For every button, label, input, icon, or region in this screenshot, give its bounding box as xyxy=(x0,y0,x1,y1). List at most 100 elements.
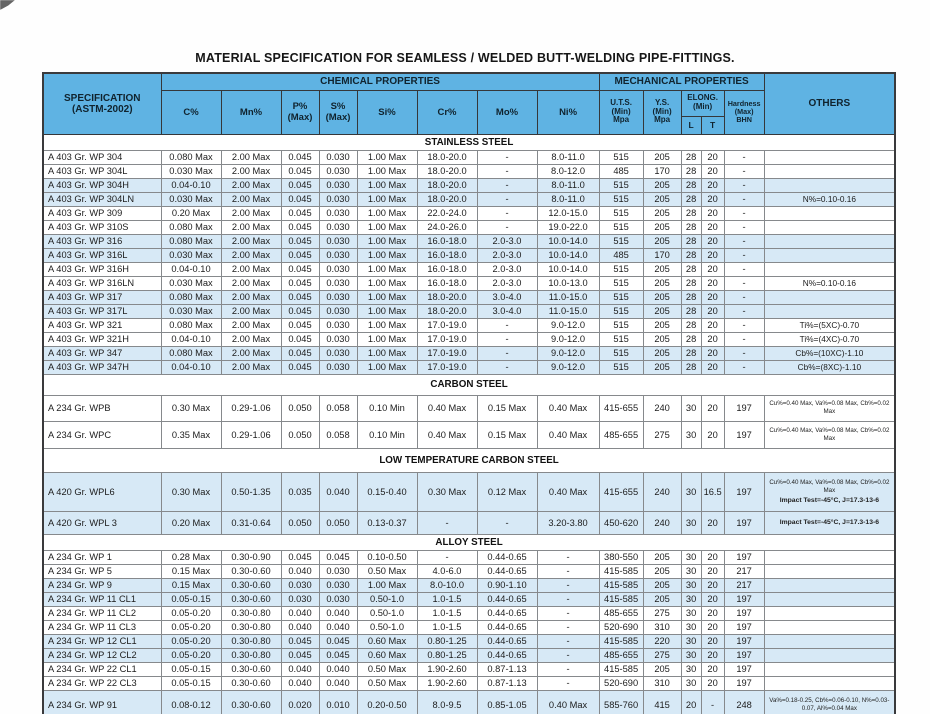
cell-ni: 0.40 Max xyxy=(536,471,600,512)
cell-hardness_bhn: 217 xyxy=(723,577,765,593)
cell-mo: 2.0-3.0 xyxy=(476,233,538,249)
table-row: A 234 Gr. WPB 0.30 Max 0.29-1.06 0.050 0.058… xyxy=(42,394,896,423)
cell-mo: 0.44-0.65 xyxy=(476,647,538,663)
cell-ys_min_mpa: 205 xyxy=(642,359,682,375)
section-header-row: ALLOY STEEL xyxy=(42,533,896,551)
cell-hardness_bhn: 197 xyxy=(723,605,765,621)
cell-uts_min_mpa: 515 xyxy=(598,149,644,165)
cell-ys_min_mpa: 205 xyxy=(642,191,682,207)
cell-s_max: 0.030 xyxy=(318,591,358,607)
cell-spec: A 403 Gr. WP 304LN xyxy=(42,191,162,207)
cell-elong_l: 28 xyxy=(680,359,702,375)
cell-si: 1.00 Max xyxy=(356,233,418,249)
others-note: Cu%=0.40 Max, Va%=0.08 Max, Cb%=0.02 Max xyxy=(769,400,890,416)
cell-hardness_bhn: 248 xyxy=(723,689,765,714)
cell-hardness_bhn: 197 xyxy=(723,661,765,677)
cell-uts_min_mpa: 415-585 xyxy=(598,563,644,579)
others-note: Cu%=0.40 Max, Va%=0.08 Max, Cb%=0.02 Max xyxy=(769,426,890,443)
cell-uts_min_mpa: 415-585 xyxy=(598,577,644,593)
col-header-hardness: Hardness (Max) BHN xyxy=(723,89,765,135)
cell-p_max: 0.045 xyxy=(280,261,320,277)
cell-uts_min_mpa: 415-655 xyxy=(598,471,644,512)
cell-cr: 0.80-1.25 xyxy=(416,647,478,663)
cell-s_max: 0.030 xyxy=(318,163,358,179)
col-header-mo: Mo% xyxy=(476,89,538,135)
cell-ni: 9.0-12.0 xyxy=(536,331,600,347)
others-note: Ti%=(5XC)-0.70 xyxy=(799,319,860,330)
cell-elong_t: 20 xyxy=(700,647,725,663)
cell-ni: 10.0-14.0 xyxy=(536,233,600,249)
col-header-uts: U.T.S. (Min) Mpa xyxy=(598,89,644,135)
cell-others xyxy=(763,633,896,649)
cell-cr: - xyxy=(416,510,478,535)
col-header-ys: Y.S. (Min) Mpa xyxy=(642,89,682,135)
table-row: A 234 Gr. WP 11 CL2 0.05-0.20 0.30-0.80 0.0… xyxy=(42,605,896,621)
cell-c: 0.20 Max xyxy=(160,510,222,535)
cell-si: 1.00 Max xyxy=(356,577,418,593)
table-row: A 234 Gr. WP 11 CL1 0.05-0.15 0.30-0.60 0.0… xyxy=(42,591,896,607)
cell-ys_min_mpa: 205 xyxy=(642,563,682,579)
cell-ni: - xyxy=(536,605,600,621)
cell-ys_min_mpa: 240 xyxy=(642,471,682,512)
cell-others xyxy=(763,219,896,235)
table-row: A 234 Gr. WP 11 CL3 0.05-0.20 0.30-0.80 0.0… xyxy=(42,619,896,635)
cell-c: 0.30 Max xyxy=(160,471,222,512)
cell-si: 1.00 Max xyxy=(356,177,418,193)
cell-c: 0.05-0.20 xyxy=(160,633,222,649)
cell-cr: 17.0-19.0 xyxy=(416,359,478,375)
cell-ni: - xyxy=(536,675,600,691)
cell-ys_min_mpa: 310 xyxy=(642,619,682,635)
cell-elong_l: 28 xyxy=(680,233,702,249)
cell-elong_t: 20 xyxy=(700,261,725,277)
cell-c: 0.04-0.10 xyxy=(160,359,222,375)
table-row: A 403 Gr. WP 316H 0.04-0.10 2.00 Max 0.045 0… xyxy=(42,261,896,277)
cell-elong_l: 30 xyxy=(680,510,702,535)
others-note: Cb%=(8XC)-1.10 xyxy=(797,361,862,372)
col-header-ni: Ni% xyxy=(536,89,600,135)
cell-elong_l: 30 xyxy=(680,549,702,565)
cell-ni: - xyxy=(536,563,600,579)
table-row: A 403 Gr. WP 347 0.080 Max 2.00 Max 0.045 0.… xyxy=(42,345,896,361)
section-body: LOW TEMPERATURE CARBON STEEL A 420 Gr. WP… xyxy=(42,447,896,535)
cell-elong_t: 20 xyxy=(700,247,725,263)
table-row: A 403 Gr. WP 304H 0.04-0.10 2.00 Max 0.045 0… xyxy=(42,177,896,193)
cell-elong_l: 28 xyxy=(680,289,702,305)
cell-ni: - xyxy=(536,661,600,677)
col-header-elong-l: L xyxy=(680,115,702,135)
cell-c: 0.030 Max xyxy=(160,163,222,179)
cell-elong_t: 20 xyxy=(700,421,725,449)
col-group-chemical-properties: CHEMICAL PROPERTIES xyxy=(160,72,600,91)
cell-ys_min_mpa: 170 xyxy=(642,163,682,179)
cell-c: 0.030 Max xyxy=(160,275,222,291)
cell-uts_min_mpa: 415-585 xyxy=(598,591,644,607)
cell-ys_min_mpa: 205 xyxy=(642,549,682,565)
table-row: A 234 Gr. WP 22 CL3 0.05-0.15 0.30-0.60 0.0… xyxy=(42,675,896,691)
cell-si: 1.00 Max xyxy=(356,275,418,291)
cell-uts_min_mpa: 415-655 xyxy=(598,394,644,423)
cell-uts_min_mpa: 585-760 xyxy=(598,689,644,714)
cell-p_max: 0.040 xyxy=(280,661,320,677)
cell-hardness_bhn: - xyxy=(723,359,765,375)
cell-elong_t: 20 xyxy=(700,591,725,607)
cell-elong_t: 20 xyxy=(700,177,725,193)
cell-s_max: 0.045 xyxy=(318,633,358,649)
cell-p_max: 0.030 xyxy=(280,577,320,593)
cell-others xyxy=(763,675,896,691)
cell-s_max: 0.058 xyxy=(318,394,358,423)
cell-cr: 1.0-1.5 xyxy=(416,619,478,635)
table-row: A 420 Gr. WPL 3 0.20 Max 0.31-0.64 0.050 0.0… xyxy=(42,510,896,535)
cell-ni: - xyxy=(536,577,600,593)
cell-hardness_bhn: - xyxy=(723,191,765,207)
cell-elong_l: 30 xyxy=(680,605,702,621)
cell-mo: 2.0-3.0 xyxy=(476,275,538,291)
cell-ys_min_mpa: 205 xyxy=(642,177,682,193)
table-row: A 403 Gr. WP 321 0.080 Max 2.00 Max 0.045 0.… xyxy=(42,317,896,333)
cell-ys_min_mpa: 205 xyxy=(642,591,682,607)
cell-ni: - xyxy=(536,633,600,649)
cell-c: 0.35 Max xyxy=(160,421,222,449)
cell-s_max: 0.030 xyxy=(318,177,358,193)
cell-hardness_bhn: - xyxy=(723,289,765,305)
cell-elong_l: 30 xyxy=(680,394,702,423)
section-title: CARBON STEEL xyxy=(42,373,896,396)
cell-ys_min_mpa: 310 xyxy=(642,675,682,691)
